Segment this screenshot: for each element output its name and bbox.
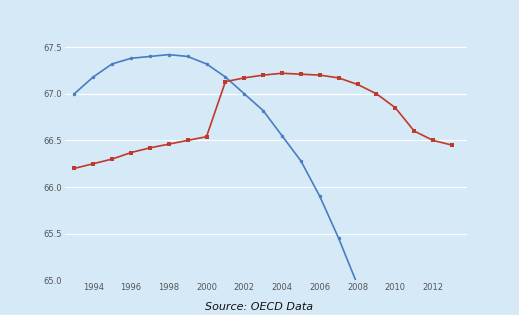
Text: Source: OECD Data: Source: OECD Data [206, 302, 313, 312]
Text: Portugal: Portugal [0, 314, 1, 315]
